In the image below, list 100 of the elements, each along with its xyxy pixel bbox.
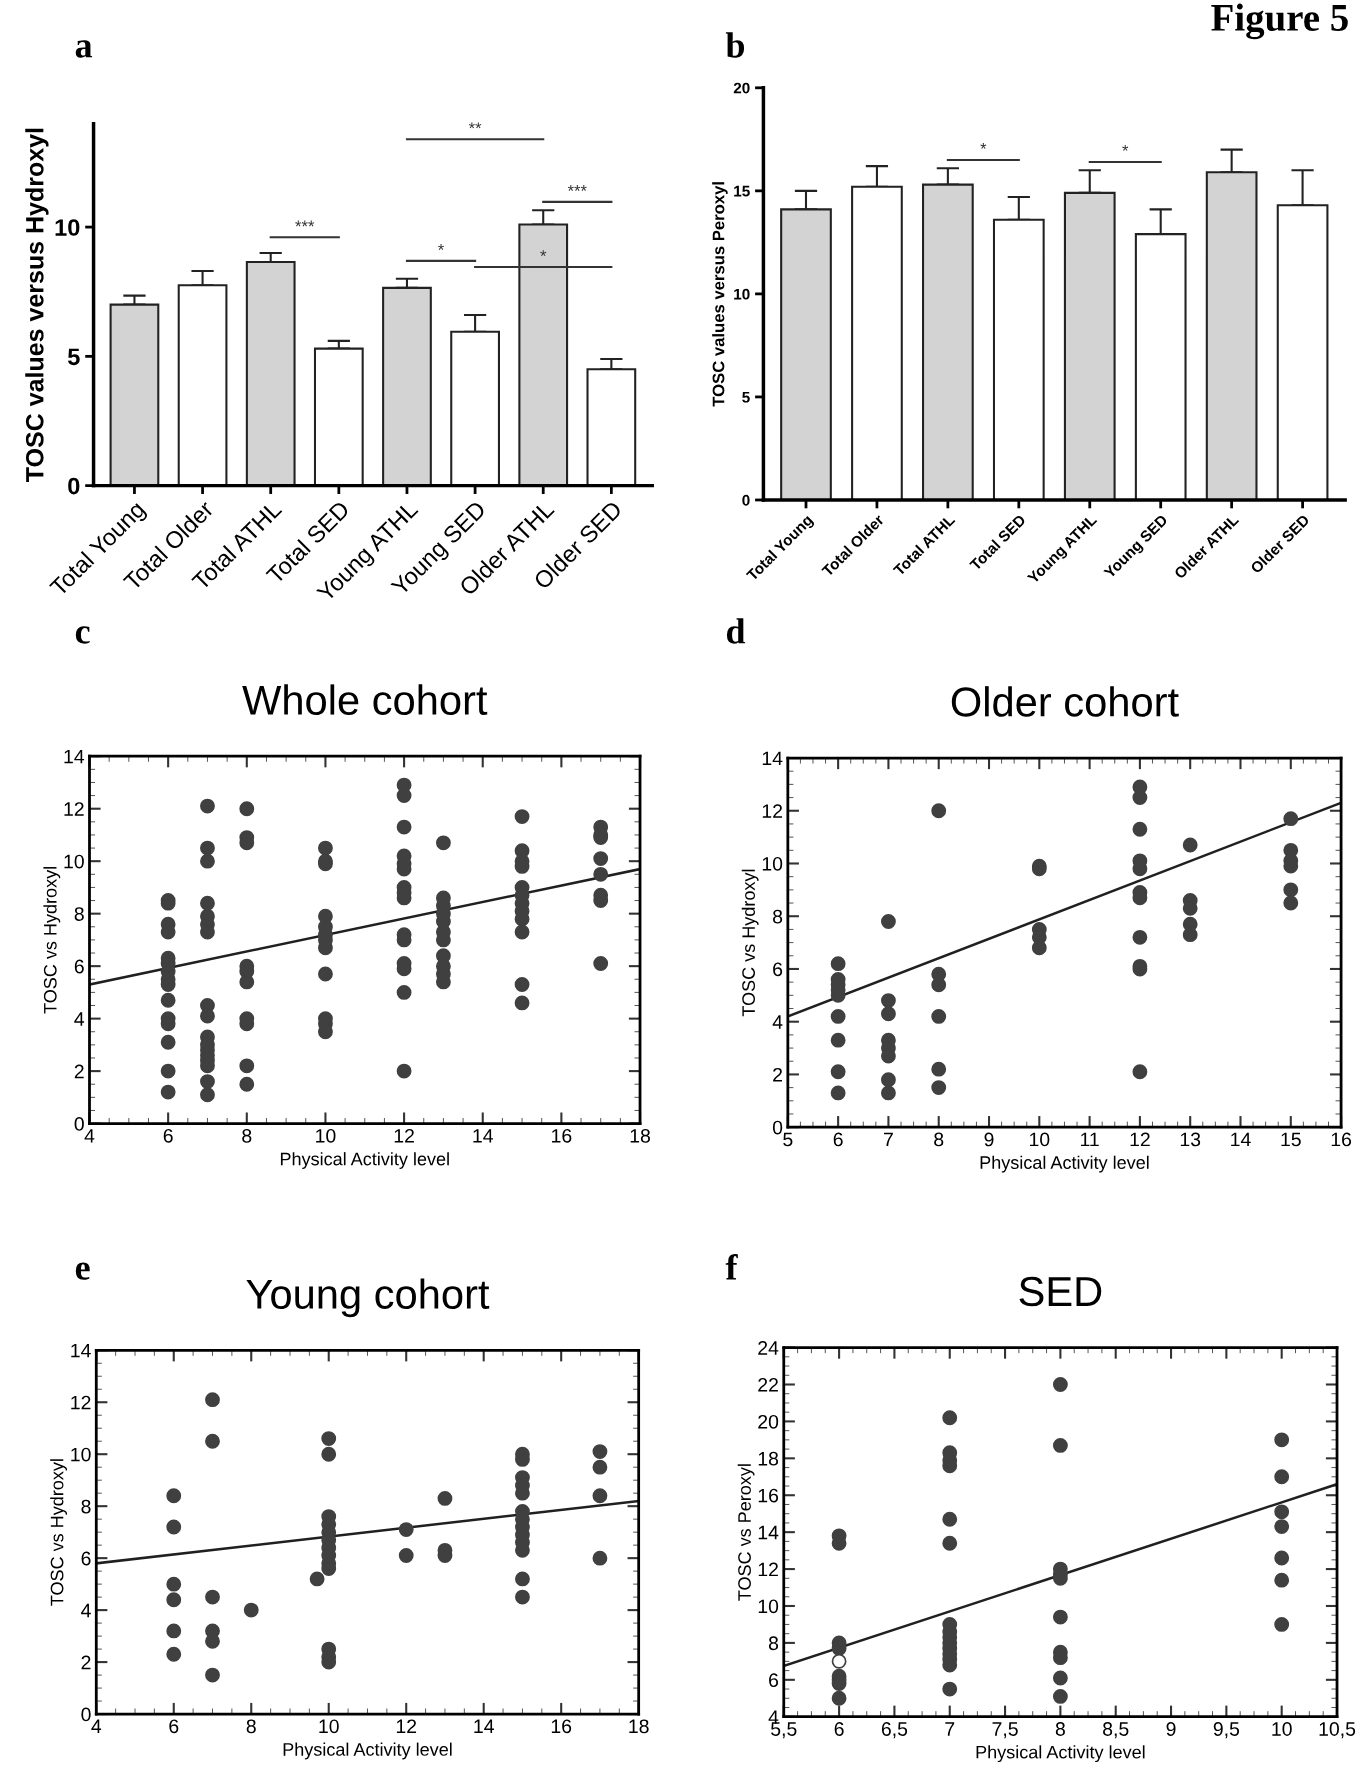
point [592,1459,608,1475]
x-tick-label: 14 [1231,1132,1251,1147]
point [1274,1519,1290,1535]
x-tick-label: 10 [1029,1132,1050,1147]
point [1274,1432,1290,1448]
x-tick-label: 5 [783,1132,793,1147]
y-tick-label: 4 [768,1710,779,1724]
point [205,1392,220,1408]
y-tick-label: 8 [81,1499,91,1514]
y-tick-label: 10 [734,288,750,300]
point [515,1571,530,1587]
x-tick-label: 12 [396,1719,417,1733]
point [1283,895,1299,911]
x-tick-label: 10 [319,1719,339,1734]
x-tick-label: 16 [551,1719,572,1734]
y-tick-label: 6 [81,1551,91,1566]
text: d [726,618,746,644]
point [515,1589,530,1605]
point [830,956,846,972]
x-tick-label: 8 [934,1132,944,1147]
x-tick-label: 7,5 [992,1722,1018,1739]
y-tick-label: 12 [762,804,782,818]
y-tick-label: 10 [64,854,84,869]
x-tick-label: 8 [242,1128,252,1143]
point [243,1602,259,1618]
point [1274,1504,1290,1520]
x-tick-label: 10 [1272,1722,1292,1736]
point [1052,1609,1068,1625]
point [881,1085,896,1101]
y-tick-label: 18 [758,1451,779,1466]
point [1031,940,1047,956]
x-tick-label: 15 [1281,1132,1301,1147]
annotation: * [1122,145,1129,151]
y-tick-label: 14 [758,1525,779,1540]
y-tick-label: 4 [81,1603,91,1618]
y-tick-label: 6 [74,959,84,974]
point [881,1006,896,1022]
point [592,1444,608,1460]
y-tick-label: 6 [769,1673,779,1688]
x-tick-label: 8 [246,1719,256,1734]
point [931,803,947,819]
point [1274,1469,1290,1485]
y-tick-label: 10 [55,219,80,236]
x-tick-label: 8 [1055,1722,1065,1736]
point [931,1080,947,1096]
x-tick-label: 9 [984,1132,994,1147]
point [1182,927,1198,943]
annotation: *** [567,185,587,191]
point [592,1550,608,1566]
annotation: * [438,244,445,250]
point [1182,837,1198,853]
y-tick-label: 16 [758,1488,779,1503]
point [166,1488,182,1504]
annotation: * [980,142,987,149]
x-tick-label: 6,5 [881,1722,908,1739]
x-axis-title: Physical Activity level [280,1152,449,1169]
x-axis-title: Physical Activity level [980,1155,1149,1173]
point [166,1592,182,1608]
chart-title: Young cohort [246,1278,490,1318]
x-tick-label: 9,5 [1213,1722,1240,1739]
caption: Figure 5 [1211,3,1348,40]
y-tick-label: 0 [74,1117,84,1131]
point [1274,1617,1290,1632]
x-tick-label: 14 [473,1129,493,1143]
annotation: *** [295,220,315,227]
point [1132,821,1148,837]
point [1052,1689,1068,1704]
y-tick-label: 8 [74,907,84,921]
x-axis-title: Physical Activity level [976,1745,1145,1763]
x-tick-label: 18 [629,1719,649,1734]
text: e [75,1262,90,1280]
y-axis-title: TOSC vs Hydroxyl [741,869,759,1017]
x-tick-label: 16 [552,1128,572,1143]
x-tick-label: 10 [316,1128,336,1143]
y-tick-label: 0 [68,477,80,495]
point [166,1576,182,1592]
y-tick-label: 4 [74,1012,85,1026]
x-tick-label: 14 [474,1719,494,1733]
y-tick-label: 2 [81,1655,91,1670]
y-tick-label: 14 [762,751,783,766]
y-tick-label: 0 [742,494,750,506]
point [1052,1437,1068,1453]
y-tick-label: 20 [733,82,750,94]
x-tick-label: 6 [833,1132,843,1147]
point [942,1410,958,1426]
point [1283,882,1299,898]
y-tick-label: 10 [762,856,783,871]
point [205,1667,220,1683]
point [592,1488,608,1504]
x-tick-label: 16 [1331,1132,1352,1147]
y-tick-label: 2 [74,1064,84,1079]
point [398,1522,414,1537]
point [1052,1670,1068,1686]
point [1132,929,1148,945]
point [942,1511,958,1527]
y-axis-title: TOSC vs Hydroxyl [50,1459,68,1606]
point [931,1008,947,1024]
point [398,1548,414,1563]
point [831,1653,847,1669]
text: f [725,1254,738,1280]
